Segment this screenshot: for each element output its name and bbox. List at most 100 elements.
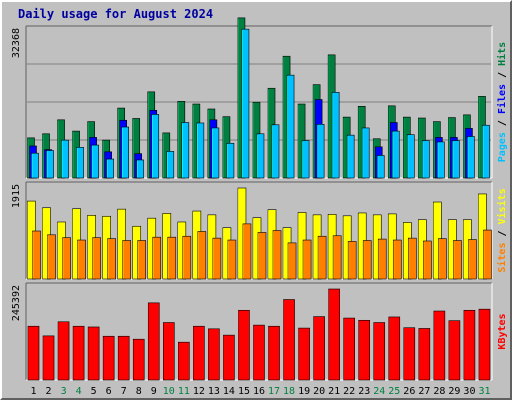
- legend-part: Visits: [496, 188, 508, 224]
- bar-pages-day-26: [407, 134, 415, 179]
- bar-pages-day-4: [76, 147, 84, 179]
- x-tick-day-30: 30: [463, 386, 475, 397]
- bar-kbytes-day-7: [117, 335, 130, 381]
- bar-pages-day-24: [376, 155, 385, 179]
- bar-kbytes-day-25: [388, 316, 401, 381]
- bar-sites-day-30: [468, 239, 477, 280]
- bar-pages-day-5: [91, 144, 99, 179]
- bar-kbytes-day-10: [162, 322, 175, 381]
- bar-sites-day-31: [483, 229, 492, 280]
- bar-kbytes-day-15: [238, 309, 250, 381]
- axis-legend: Sites / Visits: [496, 188, 508, 272]
- bar-kbytes-day-23: [358, 319, 371, 381]
- bar-kbytes-day-14: [223, 334, 235, 381]
- bar-pages-day-10: [166, 151, 175, 179]
- bar-sites-day-11: [182, 235, 192, 280]
- axis-legend: KBytes: [497, 313, 508, 349]
- bar-sites-day-4: [77, 239, 86, 280]
- bar-sites-day-6: [107, 238, 116, 280]
- bar-pages-day-19: [301, 140, 310, 179]
- bar-kbytes-day-9: [147, 302, 160, 381]
- bar-sites-day-13: [212, 237, 222, 280]
- bar-pages-day-12: [196, 122, 205, 179]
- bar-pages-day-1: [31, 152, 39, 179]
- bar-pages-day-16: [256, 133, 265, 179]
- x-tick-day-18: 18: [283, 386, 295, 397]
- bar-sites-day-12: [197, 231, 207, 280]
- bar-kbytes-day-28: [433, 310, 446, 381]
- bar-kbytes-day-30: [463, 309, 476, 381]
- x-tick-day-17: 17: [268, 386, 280, 397]
- bar-pages-day-30: [467, 136, 475, 179]
- x-tick-day-10: 10: [163, 386, 175, 397]
- bar-pages-day-7: [121, 126, 129, 179]
- bar-kbytes-day-19: [298, 327, 310, 381]
- bar-kbytes-day-27: [418, 328, 431, 381]
- bar-sites-day-17: [272, 230, 282, 280]
- x-tick-day-27: 27: [418, 386, 430, 397]
- bar-kbytes-day-3: [57, 321, 70, 381]
- legend-part: KBytes: [497, 313, 508, 349]
- x-tick-day-22: 22: [343, 386, 355, 397]
- bar-kbytes-day-26: [403, 327, 416, 381]
- x-tick-day-12: 12: [193, 386, 205, 397]
- x-tick-day-6: 6: [106, 386, 112, 397]
- bar-sites-day-29: [453, 240, 462, 280]
- bar-kbytes-day-11: [178, 341, 190, 381]
- bar-sites-day-22: [347, 241, 357, 280]
- legend-part: /: [497, 114, 508, 132]
- x-tick-day-21: 21: [328, 386, 340, 397]
- bar-kbytes-day-4: [72, 325, 85, 381]
- bar-sites-day-7: [122, 240, 131, 280]
- bar-pages-day-18: [286, 74, 295, 179]
- bar-pages-day-23: [361, 127, 370, 179]
- x-tick-day-28: 28: [433, 386, 445, 397]
- bar-kbytes-day-18: [283, 299, 295, 381]
- bar-pages-day-20: [316, 124, 325, 179]
- x-tick-day-15: 15: [238, 386, 250, 397]
- x-tick-day-25: 25: [388, 386, 400, 397]
- y-max-label: 32368: [11, 28, 22, 58]
- x-tick-day-31: 31: [478, 386, 490, 397]
- bar-sites-day-21: [332, 235, 342, 280]
- x-tick-day-14: 14: [223, 386, 235, 397]
- bar-kbytes-day-1: [27, 325, 40, 381]
- bar-sites-day-18: [287, 242, 297, 280]
- bar-sites-day-14: [227, 239, 237, 280]
- legend-part: Sites: [496, 243, 508, 273]
- legend-part: /: [497, 224, 508, 242]
- x-tick-day-29: 29: [448, 386, 460, 397]
- bar-kbytes-day-22: [343, 317, 355, 381]
- bar-pages-day-6: [106, 158, 114, 179]
- bar-kbytes-day-16: [253, 324, 265, 381]
- bar-kbytes-day-8: [132, 338, 145, 381]
- bar-pages-day-8: [136, 159, 145, 179]
- bar-sites-day-25: [392, 239, 402, 280]
- bar-sites-day-3: [62, 237, 71, 280]
- bar-sites-day-26: [408, 237, 417, 280]
- bar-sites-day-28: [438, 238, 447, 280]
- bar-kbytes-day-20: [313, 316, 325, 381]
- bar-pages-day-25: [391, 130, 400, 179]
- bar-pages-day-3: [61, 139, 69, 179]
- bar-sites-day-5: [92, 237, 101, 280]
- y-max-label: 1915: [11, 184, 22, 208]
- bar-pages-day-14: [226, 142, 235, 179]
- x-tick-day-23: 23: [358, 386, 370, 397]
- bar-pages-day-17: [271, 124, 280, 179]
- bar-pages-day-22: [346, 134, 355, 179]
- x-tick-day-13: 13: [208, 386, 220, 397]
- x-tick-day-3: 3: [61, 386, 67, 397]
- bar-pages-day-11: [181, 122, 190, 179]
- x-tick-day-11: 11: [178, 386, 190, 397]
- chart-title: Daily usage for August 2024: [18, 7, 214, 21]
- bar-sites-day-10: [167, 236, 177, 280]
- y-max-label: 245392: [11, 285, 22, 321]
- bar-sites-day-1: [32, 230, 41, 280]
- bar-kbytes-day-21: [328, 288, 340, 381]
- x-tick-day-7: 7: [121, 386, 127, 397]
- bar-sites-day-8: [137, 240, 147, 280]
- x-tick-day-2: 2: [46, 386, 52, 397]
